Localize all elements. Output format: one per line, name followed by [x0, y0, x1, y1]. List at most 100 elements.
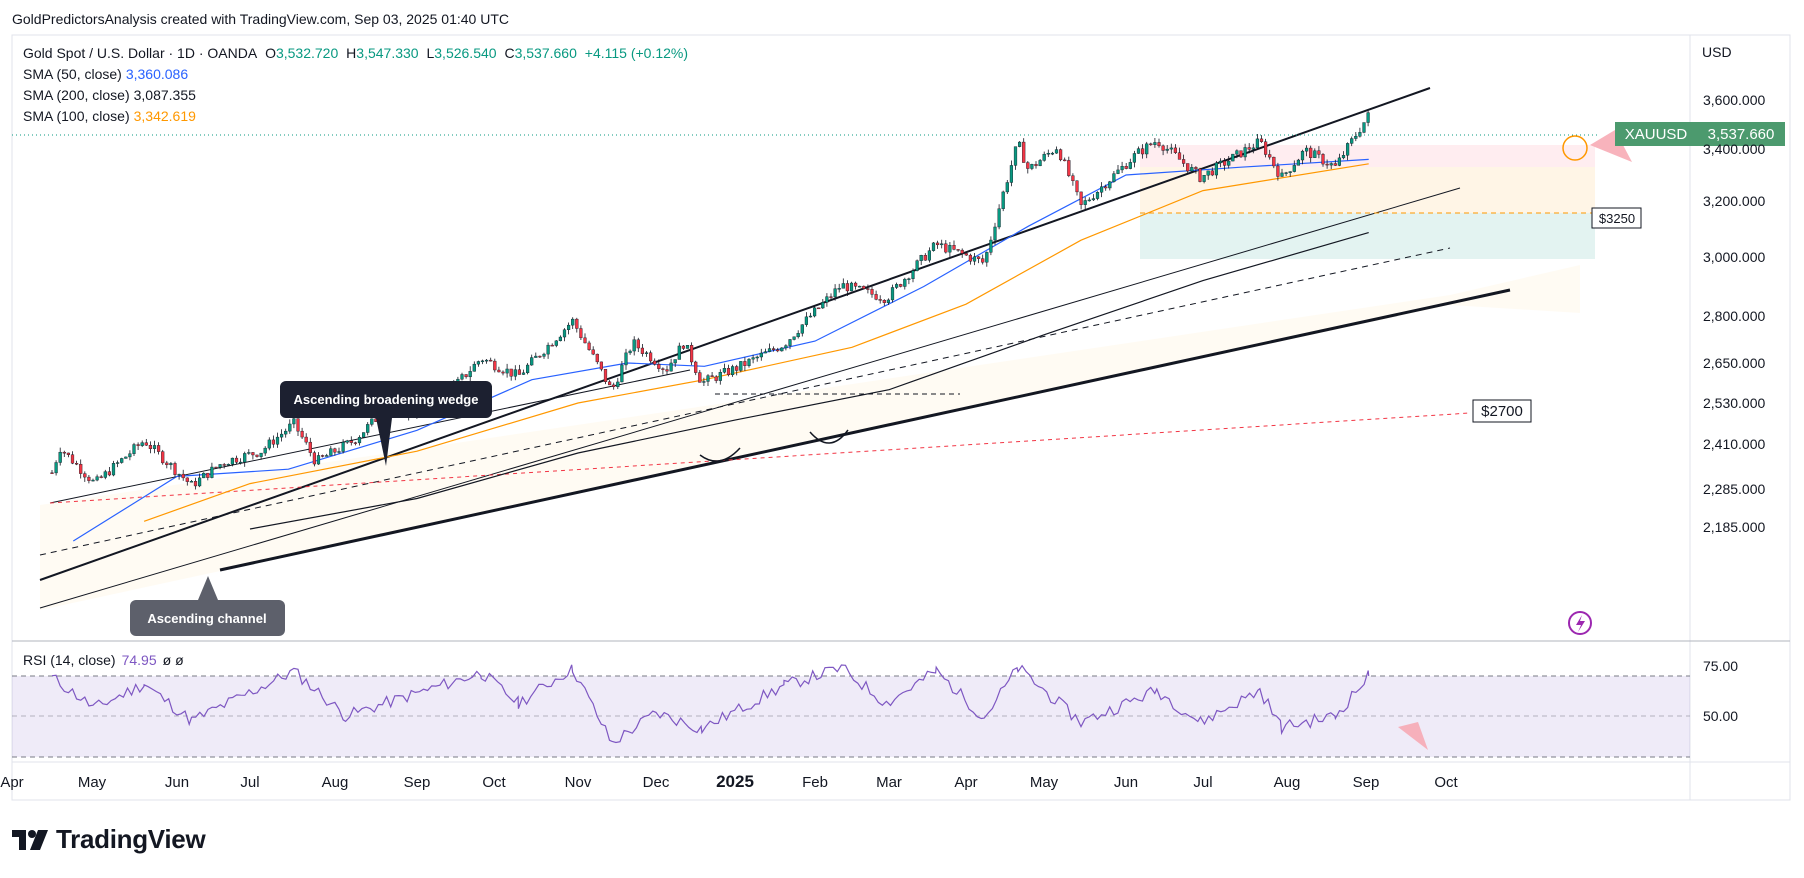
- candle: [259, 452, 263, 460]
- candle: [1268, 149, 1272, 160]
- time-tick-label: Sep: [404, 774, 431, 791]
- candle: [571, 317, 575, 330]
- price-tick-label: 2,185.000: [1703, 519, 1765, 535]
- candle: [927, 247, 931, 263]
- candle: [1345, 142, 1350, 161]
- candle: [321, 454, 325, 458]
- candle: [562, 328, 567, 342]
- candle: [845, 280, 849, 296]
- channel-mid-line: [39, 247, 1451, 556]
- candle: [1083, 196, 1087, 210]
- candle: [858, 285, 862, 288]
- candle: [214, 466, 218, 469]
- lightning-icon[interactable]: [1568, 611, 1592, 635]
- candle: [357, 435, 362, 446]
- candle: [977, 256, 981, 264]
- candle: [120, 457, 124, 464]
- price-tick-label: 3,000.000: [1703, 249, 1765, 265]
- candle: [1341, 151, 1346, 160]
- tradingview-text: TradingView: [56, 824, 206, 854]
- candle: [1153, 137, 1157, 148]
- candle: [226, 463, 230, 466]
- candle: [296, 418, 300, 437]
- tradingview-logo[interactable]: TradingView: [12, 824, 206, 855]
- candle: [288, 419, 292, 434]
- candle: [1251, 143, 1255, 154]
- candle: [825, 293, 829, 307]
- time-axis[interactable]: Apr May Jun Jul Aug Sep Oct Nov Dec 2025 Feb Mar Apr…: [0, 772, 1458, 791]
- rsi-line: [51, 664, 1370, 744]
- candle: [238, 458, 243, 465]
- candle: [1255, 134, 1259, 149]
- candle: [673, 359, 677, 367]
- time-tick-label: Jun: [1114, 774, 1138, 791]
- candle: [620, 361, 624, 383]
- level-2700-tag: $2700: [1472, 399, 1532, 423]
- sma200-legend[interactable]: SMA (200, close) 3,087.355: [23, 87, 200, 103]
- time-tick-label: Mar: [876, 774, 902, 791]
- candle: [173, 461, 177, 478]
- price-tag: XAUUSD 3,537.660: [1615, 122, 1785, 146]
- sma100-value: 3,342.619: [133, 108, 196, 124]
- candle: [95, 474, 99, 482]
- sma50-legend[interactable]: SMA (50, close) 3,360.086: [23, 66, 192, 82]
- price-axis[interactable]: 3,600.000 3,400.000 3,200.000 3,000.000 2,80…: [1703, 92, 1765, 535]
- time-tick-label: Jul: [240, 774, 259, 791]
- candle: [325, 453, 329, 457]
- candle: [1124, 163, 1128, 170]
- chart-credit: GoldPredictorsAnalysis created with Trad…: [12, 11, 509, 27]
- candle: [509, 368, 513, 381]
- arc-nov: [699, 447, 741, 462]
- candle: [698, 370, 702, 383]
- candle: [608, 380, 612, 386]
- currency-label[interactable]: USD: [1702, 44, 1732, 60]
- candle: [632, 336, 636, 356]
- candle: [567, 322, 571, 335]
- candle: [103, 469, 107, 480]
- candle: [936, 240, 940, 249]
- time-tick-label: Apr: [954, 774, 977, 791]
- candle: [1042, 151, 1046, 162]
- price-tick-label: 2,410.000: [1703, 436, 1765, 452]
- candle: [1038, 158, 1042, 167]
- candle: [464, 374, 468, 379]
- candle: [923, 253, 927, 261]
- candle: [517, 364, 521, 375]
- candle: [1022, 138, 1026, 163]
- candle: [1128, 158, 1132, 170]
- candle: [1181, 154, 1186, 167]
- candle: [1108, 180, 1112, 191]
- candle: [628, 349, 632, 355]
- candle: [1304, 145, 1309, 157]
- sma50-label: SMA (50, close): [23, 66, 122, 82]
- candle: [895, 282, 899, 289]
- candle: [1013, 146, 1018, 170]
- candle: [1005, 179, 1009, 195]
- candle: [1140, 144, 1145, 159]
- candle: [1194, 166, 1198, 174]
- svg-text:$3250: $3250: [1599, 211, 1635, 226]
- candle: [132, 442, 136, 456]
- close-value: 3,537.660: [514, 45, 577, 61]
- high-label: H: [346, 45, 357, 61]
- candle: [714, 375, 718, 384]
- symbol-legend[interactable]: Gold Spot / U.S. Dollar · 1D · OANDA O3,…: [23, 45, 692, 61]
- svg-text:XAUUSD: XAUUSD: [1625, 126, 1688, 143]
- candle: [1001, 190, 1005, 212]
- candle: [726, 364, 731, 377]
- candle: [79, 459, 83, 479]
- candle: [640, 343, 644, 357]
- candle: [177, 473, 181, 480]
- breakout-circle: [1562, 135, 1588, 161]
- sma100-legend[interactable]: SMA (100, close) 3,342.619: [23, 108, 200, 124]
- candle: [99, 475, 103, 479]
- candle: [558, 335, 562, 342]
- time-tick-label: Jun: [165, 774, 189, 791]
- time-tick-label: May: [78, 774, 107, 791]
- candle: [476, 360, 480, 367]
- candle: [948, 241, 952, 258]
- candle: [1054, 146, 1059, 154]
- candle: [718, 369, 722, 385]
- candle: [1288, 171, 1292, 177]
